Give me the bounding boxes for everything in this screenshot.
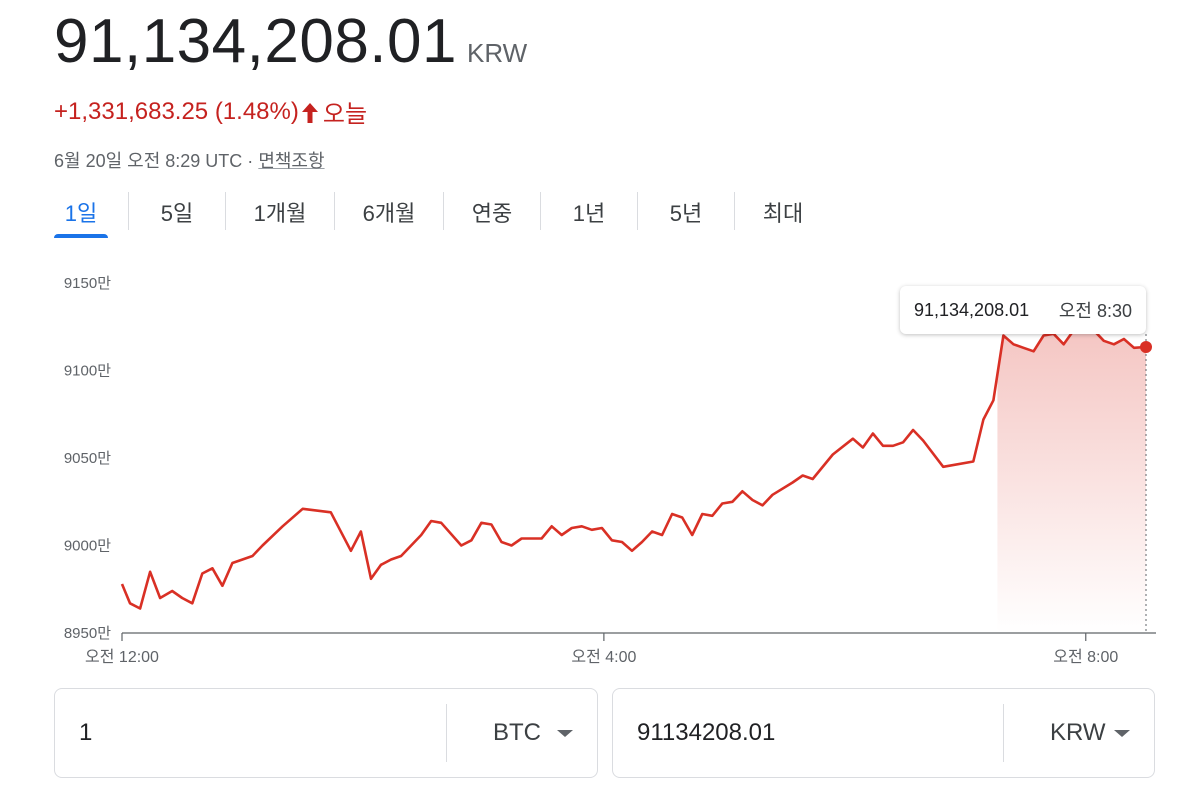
current-price: 91,134,208.01	[54, 7, 457, 76]
to-currency-select[interactable]: KRW	[1004, 689, 1154, 777]
tab-max[interactable]: 최대	[762, 201, 804, 226]
y-tick-label: 9150만	[64, 275, 111, 292]
chart-tooltip: 91,134,208.01 오전 8:30	[900, 286, 1146, 334]
tooltip-time: 오전 8:30	[1058, 301, 1132, 321]
time-range-tabs: 1일 5일 1개월 6개월 연중 1년 5년 최대	[54, 192, 831, 240]
tab-divider	[734, 192, 735, 230]
from-currency-select[interactable]: BTC	[447, 689, 597, 777]
converter-divider	[446, 704, 447, 762]
to-currency-label: KRW	[1050, 719, 1106, 746]
price-header: 91,134,208.01 KRW	[54, 6, 527, 77]
timestamp-row: 6월 20일 오전 8:29 UTC · 면책조항	[54, 147, 325, 173]
tab-6-month[interactable]: 6개월	[362, 201, 416, 226]
tab-5-day[interactable]: 5일	[160, 201, 194, 226]
from-converter: 1 BTC	[54, 688, 598, 778]
tab-divider	[128, 192, 129, 230]
price-area-fill	[997, 325, 1146, 633]
tab-1-month[interactable]: 1개월	[253, 201, 307, 226]
tab-divider	[334, 192, 335, 230]
tab-divider	[540, 192, 541, 230]
y-tick-label: 9000만	[64, 538, 111, 555]
tab-5-year[interactable]: 5년	[669, 201, 703, 226]
tab-divider	[443, 192, 444, 230]
change-period: 오늘	[322, 101, 368, 128]
price-line	[120, 323, 1147, 610]
caret-down-icon	[1114, 729, 1130, 737]
x-tick-label: 오전 8:00	[1053, 648, 1118, 666]
price-currency: KRW	[467, 38, 528, 68]
tab-1-year[interactable]: 1년	[572, 201, 606, 226]
y-tick-label: 8950만	[64, 625, 111, 642]
price-change: +1,331,683.25 (1.48%) 오늘	[54, 94, 367, 129]
converter-divider	[1003, 704, 1004, 762]
arrow-up-icon	[301, 102, 319, 124]
disclaimer-link[interactable]: 면책조항	[258, 151, 325, 171]
to-converter: 91134208.01 KRW	[612, 688, 1155, 778]
tab-1-day[interactable]: 1일	[54, 192, 108, 238]
x-tick-label: 오전 4:00	[571, 648, 636, 666]
x-tick-label: 오전 12:00	[85, 648, 159, 666]
tab-divider	[637, 192, 638, 230]
from-amount-input[interactable]: 1	[79, 719, 93, 746]
y-tick-label: 9050만	[64, 450, 111, 467]
from-currency-label: BTC	[493, 719, 541, 746]
change-value: +1,331,683.25 (1.48%)	[54, 97, 299, 125]
y-tick-label: 9100만	[64, 363, 111, 380]
hover-point	[1140, 341, 1152, 354]
to-amount-input[interactable]: 91134208.01	[637, 719, 776, 746]
tab-divider	[225, 192, 226, 230]
caret-down-icon	[557, 729, 573, 737]
tooltip-value: 91,134,208.01	[914, 299, 1030, 320]
timestamp: 6월 20일 오전 8:29 UTC ·	[54, 151, 259, 171]
tab-ytd[interactable]: 연중	[471, 201, 513, 226]
